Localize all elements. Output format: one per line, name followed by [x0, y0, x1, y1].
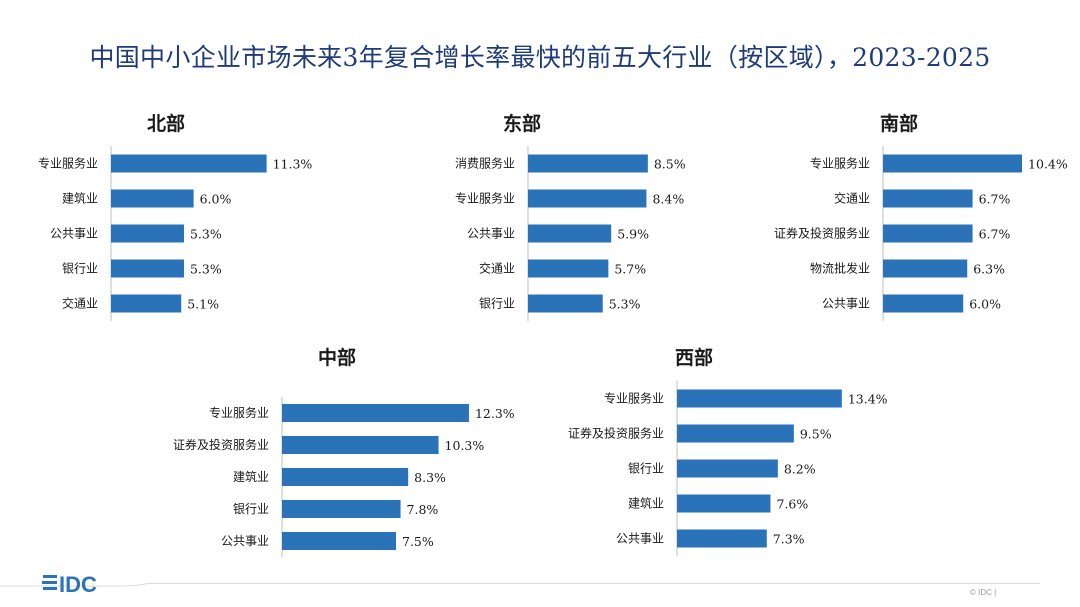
- value-label: 6.0%: [200, 192, 232, 207]
- region-title: 南部: [880, 112, 918, 135]
- value-label: 5.1%: [187, 297, 219, 312]
- bar: [677, 389, 842, 408]
- bar: [111, 259, 184, 278]
- value-label: 8.5%: [654, 157, 686, 172]
- region-title: 西部: [675, 346, 713, 369]
- bar: [528, 189, 647, 208]
- value-label: 7.5%: [402, 534, 434, 549]
- idc-logo-text: IDC: [59, 572, 97, 597]
- category-label: 银行业: [62, 262, 98, 276]
- value-label: 5.9%: [617, 227, 649, 242]
- bar: [528, 294, 603, 313]
- bar: [111, 224, 184, 243]
- category-label: 公共事业: [822, 297, 870, 311]
- category-label: 专业服务业: [810, 156, 870, 171]
- footer-divider: [150, 583, 1040, 584]
- bar: [677, 529, 767, 548]
- category-label: 证券及投资服务业: [173, 437, 269, 452]
- value-label: 6.7%: [979, 227, 1011, 242]
- idc-logo-mark-icon: [42, 575, 57, 590]
- value-label: 10.3%: [445, 438, 485, 453]
- bar: [883, 294, 964, 313]
- value-label: 7.3%: [773, 532, 805, 547]
- chart-title: 中国中小企业市场未来3年复合增长率最快的前五大行业（按区域），2023-2025: [89, 43, 991, 72]
- category-label: 银行业: [479, 297, 515, 311]
- bar: [111, 294, 182, 313]
- value-label: 8.4%: [652, 192, 684, 207]
- bar: [528, 154, 648, 173]
- bar: [528, 259, 609, 278]
- category-label: 公共事业: [221, 534, 269, 548]
- category-label: 证券及投资服务业: [568, 426, 664, 441]
- region-title: 中部: [318, 346, 356, 369]
- category-label: 建筑业: [62, 191, 98, 206]
- bar: [282, 468, 409, 486]
- bar: [282, 500, 401, 518]
- copyright-text: © IDC |: [970, 588, 997, 597]
- category-label: 物流批发业: [810, 261, 870, 276]
- value-label: 8.2%: [784, 462, 816, 477]
- bar: [282, 436, 439, 454]
- bar: [677, 424, 794, 443]
- category-label: 专业服务业: [38, 156, 98, 171]
- value-label: 6.7%: [979, 192, 1011, 207]
- region-title: 东部: [503, 112, 541, 135]
- category-label: 建筑业: [233, 469, 269, 484]
- value-label: 11.3%: [273, 157, 313, 172]
- category-label: 交通业: [834, 191, 870, 206]
- category-label: 银行业: [628, 462, 664, 476]
- category-label: 专业服务业: [604, 391, 664, 406]
- category-label: 公共事业: [616, 532, 664, 546]
- value-label: 6.0%: [969, 297, 1001, 312]
- bar: [282, 532, 396, 550]
- value-label: 6.3%: [973, 262, 1005, 277]
- category-label: 专业服务业: [209, 405, 269, 420]
- category-label: 建筑业: [628, 496, 664, 511]
- bar: [111, 154, 267, 173]
- category-label: 公共事业: [467, 227, 515, 241]
- bar: [677, 459, 778, 478]
- category-label: 消费服务业: [455, 156, 515, 171]
- category-label: 专业服务业: [455, 191, 515, 206]
- region-title: 北部: [147, 112, 185, 135]
- value-label: 9.5%: [800, 427, 832, 442]
- value-label: 5.3%: [609, 297, 641, 312]
- bar: [883, 224, 973, 243]
- value-label: 8.3%: [414, 470, 446, 485]
- bar: [111, 189, 194, 208]
- value-label: 13.4%: [848, 392, 888, 407]
- value-label: 5.3%: [190, 262, 222, 277]
- value-label: 5.7%: [614, 262, 646, 277]
- value-label: 5.3%: [190, 227, 222, 242]
- value-label: 12.3%: [475, 406, 515, 421]
- bar: [883, 154, 1023, 173]
- bar: [883, 259, 968, 278]
- footer-decoration: [0, 582, 151, 587]
- value-label: 7.8%: [407, 502, 439, 517]
- bar: [528, 224, 612, 243]
- value-label: 10.4%: [1028, 157, 1068, 172]
- category-label: 交通业: [479, 261, 515, 276]
- bar: [677, 494, 771, 513]
- bar: [282, 404, 469, 422]
- category-label: 证券及投资服务业: [774, 226, 870, 241]
- bar: [883, 189, 973, 208]
- category-label: 公共事业: [50, 227, 98, 241]
- category-label: 银行业: [233, 502, 269, 516]
- value-label: 7.6%: [776, 497, 808, 512]
- idc-logo: IDC: [42, 572, 97, 597]
- category-label: 交通业: [62, 296, 98, 311]
